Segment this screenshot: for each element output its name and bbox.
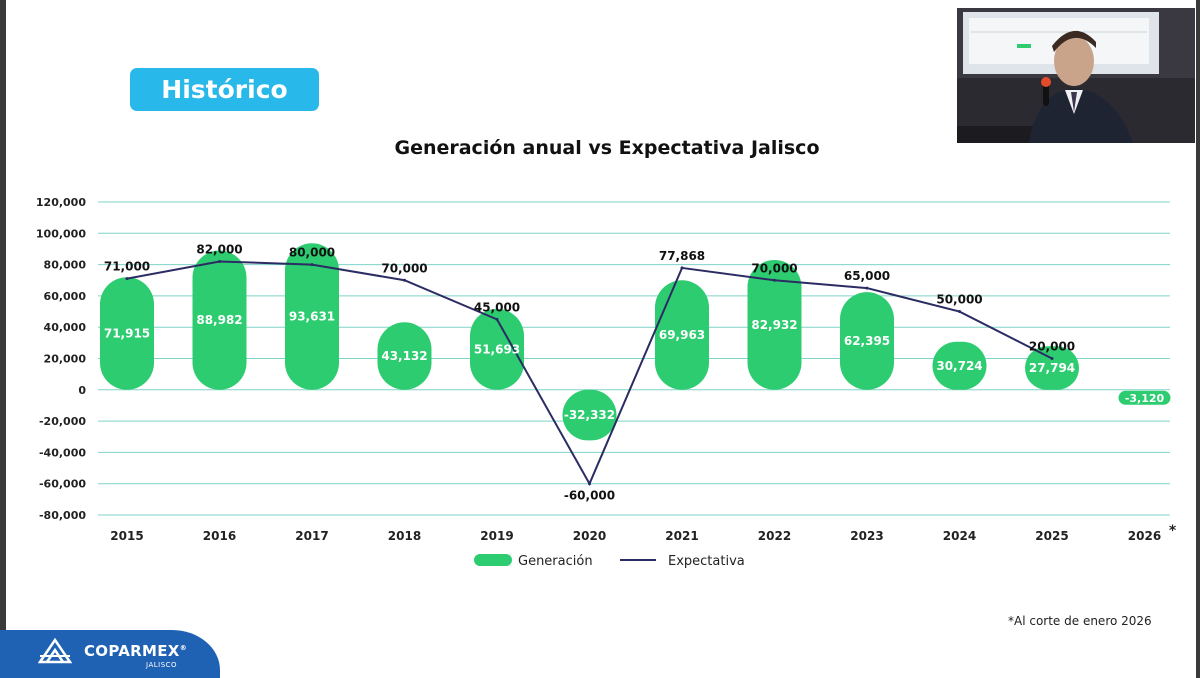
line-value-label: 70,000 (751, 261, 797, 275)
window-frame-right (1196, 0, 1200, 678)
bar-value-label: 30,724 (936, 359, 982, 373)
x-tick-label: 2018 (388, 529, 421, 543)
y-tick-label: 80,000 (44, 259, 87, 272)
line-value-label: 45,000 (474, 300, 520, 314)
bar-value-label: -3,120 (1125, 392, 1165, 405)
line-value-label: 70,000 (381, 261, 427, 275)
line-value-label: 80,000 (289, 246, 335, 260)
chart: 120,000 100,000 80,000 60,000 40,000 20,000 0 -… (36, 196, 1177, 569)
line-value-label: 82,000 (196, 242, 242, 256)
bar-value-label: 71,915 (104, 327, 150, 341)
legend-swatch-generacion (474, 554, 512, 566)
bar (747, 260, 802, 390)
expectativa-point (1050, 357, 1054, 360)
x-tick-label: 2024 (943, 529, 976, 543)
chart-legend: Generación Expectativa (474, 554, 745, 569)
bar (1118, 390, 1171, 405)
bar-value-label: 43,132 (381, 349, 427, 363)
x-tick-label: 2017 (295, 529, 328, 543)
line-value-label: 50,000 (936, 293, 982, 307)
webcam-scene (957, 8, 1195, 143)
expectativa-point (403, 278, 406, 282)
x-tick-label: 2025 (1035, 529, 1068, 543)
x-tick-label: 2021 (665, 529, 698, 543)
bar (1025, 346, 1079, 390)
y-tick-label: 100,000 (36, 227, 86, 240)
expectativa-point (680, 266, 684, 270)
x-tick-label: 2026 (1128, 529, 1161, 543)
expectativa-point (125, 277, 129, 281)
bar-value-label: 62,395 (844, 334, 890, 348)
bar (285, 243, 339, 390)
bar (192, 250, 247, 390)
y-tick-label: 40,000 (44, 321, 87, 334)
bar-value-label: 93,631 (289, 310, 335, 324)
bar (655, 280, 709, 390)
webcam-video-feed (957, 8, 1195, 143)
x-tick-label: 2019 (480, 529, 513, 543)
x-tick-label: 2016 (203, 529, 236, 543)
x-tick-label: 2023 (850, 529, 883, 543)
coparmex-logo-icon (38, 637, 72, 664)
y-tick-label: 60,000 (44, 290, 87, 303)
y-tick-label: -40,000 (39, 446, 86, 459)
bar-value-label: 51,693 (474, 342, 520, 356)
bar-value-label: 82,932 (751, 318, 797, 332)
expectativa-point (773, 278, 776, 282)
line-value-label: -60,000 (564, 489, 615, 503)
bar-value-label: 88,982 (196, 313, 242, 327)
bar (840, 292, 894, 390)
line-value-label: 20,000 (1029, 340, 1075, 354)
window-frame-left (0, 0, 6, 678)
bar (932, 341, 987, 390)
expectativa-point (958, 310, 961, 314)
y-tick-label: -20,000 (39, 415, 86, 428)
logo-name: COPARMEX® (84, 642, 187, 660)
label-layer: 120,000 100,000 80,000 60,000 40,000 20,000 0 -… (36, 196, 1177, 543)
legend-label-generacion: Generación (518, 554, 593, 569)
expectativa-point (218, 259, 221, 263)
expectativa-point (588, 482, 591, 486)
line-layer (125, 259, 1054, 486)
x-tick-label: 2020 (573, 529, 606, 543)
y-tick-label: 0 (78, 384, 86, 397)
y-tick-label: 20,000 (44, 353, 87, 366)
bar-value-label: 27,794 (1029, 361, 1075, 375)
line-value-label: 77,868 (659, 249, 705, 263)
footnote: *Al corte de enero 2026 (1008, 614, 1152, 628)
expectativa-point (495, 317, 499, 321)
expectativa-point (865, 286, 869, 290)
x-tick-mark: * (1169, 523, 1177, 539)
bar-layer (100, 243, 1171, 441)
x-tick-label: 2022 (758, 529, 791, 543)
logo-subtitle: JALISCO (146, 661, 178, 669)
bar (562, 389, 617, 441)
line-value-label: 71,000 (104, 260, 150, 274)
y-tick-label: 120,000 (36, 196, 86, 209)
bar-value-label: 69,963 (659, 328, 705, 342)
chart-title: Generación anual vs Expectativa Jalisco (394, 137, 820, 159)
x-tick-label: 2015 (110, 529, 143, 543)
expectativa-line (126, 260, 1053, 486)
bar (470, 308, 524, 390)
line-value-label: 65,000 (844, 269, 890, 283)
bar-value-label: -32,332 (564, 408, 615, 422)
bar (377, 322, 432, 390)
bar (100, 277, 154, 390)
legend-label-expectativa: Expectativa (668, 554, 745, 569)
y-tick-label: -80,000 (39, 509, 86, 522)
y-tick-label: -60,000 (39, 478, 86, 491)
historico-badge: Histórico (130, 68, 319, 111)
grid-layer (98, 201, 1170, 516)
expectativa-point (310, 263, 314, 267)
coparmex-logo: COPARMEX® JALISCO (0, 630, 220, 678)
